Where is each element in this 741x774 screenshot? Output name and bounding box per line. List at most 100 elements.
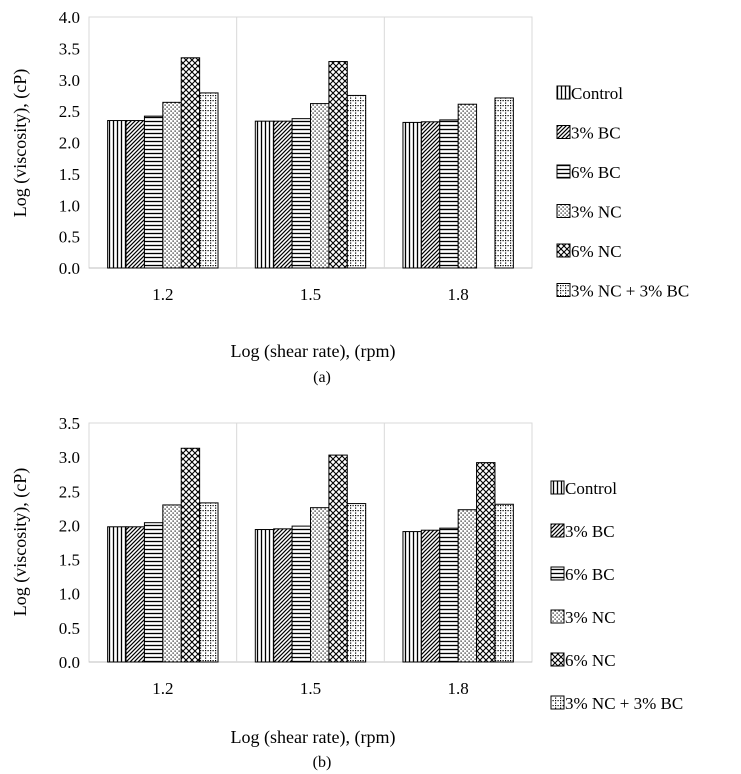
y-tick-label: 0.0 [59,653,80,672]
legend-label: Control [571,84,623,103]
y-tick-label: 1.0 [59,196,80,215]
bar [143,115,164,269]
bar [457,509,478,663]
bar [162,101,182,269]
bar [199,92,219,269]
chart-panel-b: 0.0 0.5 1.0 1.5 2.0 2.5 3.0 3.5 1.2 1.5 1.8 Contr… [10,414,683,771]
bar [402,121,422,269]
y-tick-label: 2.5 [59,102,80,121]
bar [254,529,275,663]
y-tick-label: 3.0 [59,71,80,90]
legend-swatch [550,566,565,581]
y-tick-label: 4.0 [59,8,80,27]
bar [273,528,293,663]
legend-label: 3% NC [565,608,616,627]
y-tick-label: 2.0 [59,516,80,535]
bar [402,531,422,663]
legend-swatch [556,283,571,297]
legend-label: 3% BC [565,522,615,541]
y-axis-label: Log (viscosity), (cP) [10,69,31,217]
legend-label: 3% NC + 3% BC [565,694,683,713]
bar [107,526,127,663]
y-tick-label: 0.5 [59,228,80,247]
legend-swatch [550,652,565,667]
bar [328,61,348,269]
y-tick-label: 2.5 [59,482,80,501]
bar [346,94,367,269]
bar [254,120,275,269]
x-axis-label: Log (shear rate), (rpm) [231,341,396,362]
y-axis-ticks: 0.0 0.5 1.0 1.5 2.0 2.5 3.0 3.5 [59,414,80,672]
x-tick-label: 1.8 [448,285,469,304]
x-tick-label: 1.8 [448,679,469,698]
bar [310,507,330,663]
x-tick-label: 1.2 [152,285,173,304]
y-axis-ticks: 0.0 0.5 1.0 1.5 2.0 2.5 3.0 3.5 4.0 [59,8,80,278]
y-tick-label: 0.0 [59,259,80,278]
bar [420,121,441,269]
bar [291,525,312,663]
bar-marks [107,447,514,663]
bar [180,57,201,269]
bar [494,97,514,269]
legend: Control 3% BC 6% BC 3% NC 6% NC 3% NC + 3% BC [550,479,683,713]
bar [143,522,164,663]
legend-swatch [550,695,565,710]
legend-swatch [550,523,565,538]
bar [310,103,330,269]
bar [125,526,145,663]
bar [494,503,514,663]
legend-label: Control [565,479,617,498]
y-tick-label: 1.5 [59,551,80,570]
legend-label: 6% BC [565,565,615,584]
x-tick-label: 1.5 [300,679,321,698]
y-tick-label: 1.0 [59,585,80,604]
legend-label: 3% NC + 3% BC [571,282,689,301]
x-axis-label: Log (shear rate), (rpm) [231,727,396,748]
x-axis-ticks: 1.2 1.5 1.8 [152,679,469,698]
bar [439,119,459,269]
legend-swatch [550,480,565,495]
legend-swatch [556,204,571,218]
legend-swatch [556,85,571,100]
bar [162,504,182,663]
legend-swatch [556,125,571,139]
panel-caption: (b) [313,754,332,771]
y-tick-label: 2.0 [59,134,80,153]
bar [291,118,312,269]
legend-label: 3% NC [571,203,622,222]
bar [180,447,201,663]
legend-swatch [556,243,571,258]
bar [125,120,145,269]
panel-caption: (a) [313,369,331,386]
legend: Control 3% BC 6% BC 3% NC 6% NC 3% NC + 3% BC [556,84,689,301]
y-tick-label: 3.5 [59,39,80,58]
legend-swatch [556,164,571,179]
bar-marks [107,57,514,269]
y-tick-label: 3.0 [59,448,80,467]
bar [199,502,219,663]
bar [457,103,478,269]
bar [476,462,496,663]
bar [346,503,367,663]
x-axis-ticks: 1.2 1.5 1.8 [152,285,469,304]
category-gridlines [236,423,385,662]
bar [273,120,293,269]
legend-label: 6% NC [571,242,622,261]
bar [420,529,441,663]
y-axis-label: Log (viscosity), (cP) [10,468,31,616]
bar [107,120,127,269]
x-tick-label: 1.5 [300,285,321,304]
legend-swatch [550,609,565,624]
category-gridlines [236,17,385,268]
x-tick-label: 1.2 [152,679,173,698]
legend-label: 6% NC [565,651,616,670]
y-tick-label: 1.5 [59,165,80,184]
y-tick-label: 3.5 [59,414,80,433]
bar [439,527,459,663]
legend-label: 6% BC [571,163,621,182]
bar [328,454,348,663]
y-tick-label: 0.5 [59,619,80,638]
legend-label: 3% BC [571,124,621,143]
